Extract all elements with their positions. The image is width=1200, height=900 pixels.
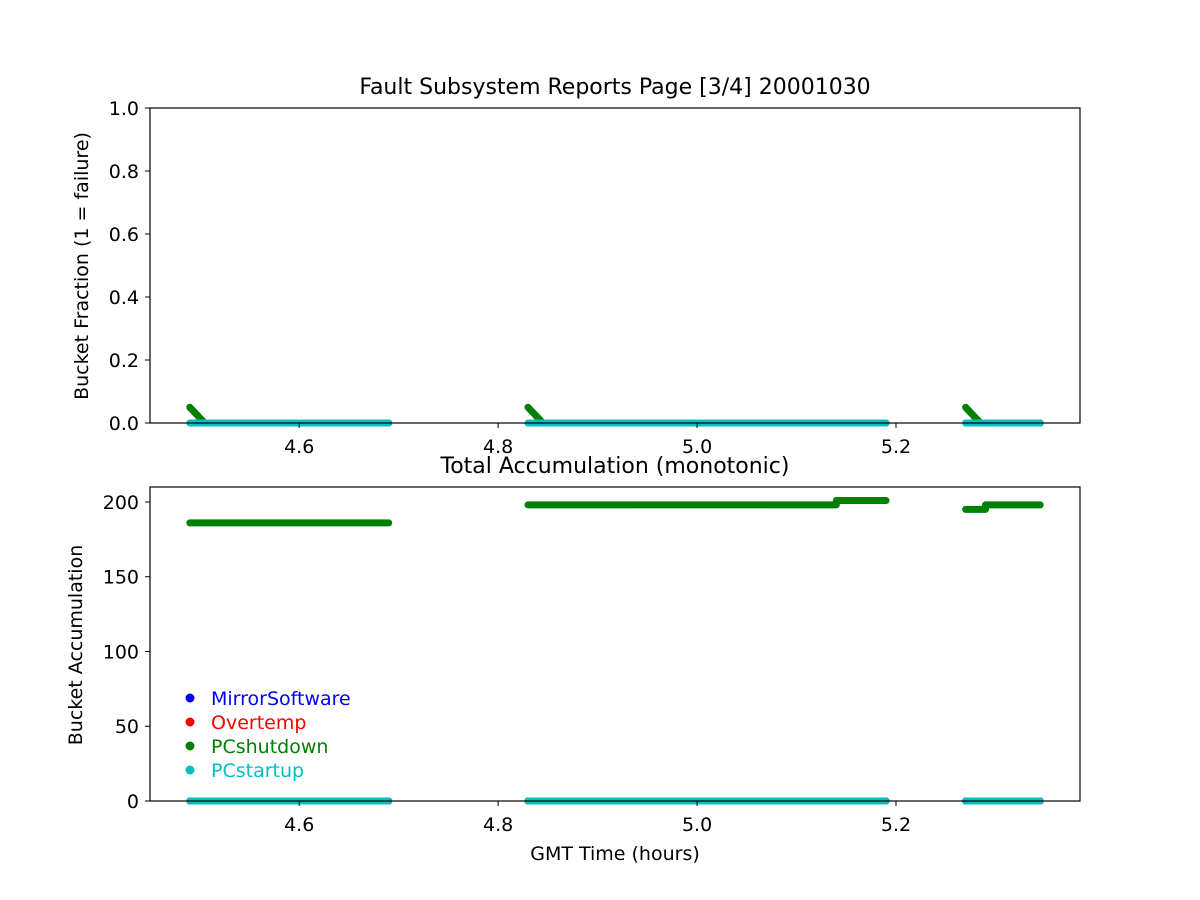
accumulation-y-tick-label: 0: [127, 791, 139, 813]
accumulation-x-tick-label: 5.0: [682, 814, 712, 836]
fraction-x-tick-label: 4.6: [284, 436, 314, 458]
accumulation-ticks: 4.6 4.8 5.0 5.2 0 50 100 150 200: [103, 492, 911, 836]
fraction-y-tick-label: 0.2: [109, 350, 139, 372]
fraction-y-tick-label: 0.4: [109, 287, 139, 309]
accumulation-axes-frame: [149, 486, 1081, 802]
accumulation-series-pcshutdown: [186, 497, 1044, 527]
accumulation-y-tick-label: 100: [103, 641, 139, 663]
fraction-axes-frame: [149, 107, 1081, 424]
accumulation-chart-title: Total Accumulation (monotonic): [440, 454, 790, 479]
fraction-y-tick-label: 1.0: [109, 98, 139, 120]
legend-label-mirrorsoftware: MirrorSoftware: [211, 688, 351, 710]
fraction-y-tick-label: 0.8: [109, 161, 139, 183]
fraction-x-tick-label: 4.8: [483, 436, 513, 458]
accumulation-x-tick-label: 4.8: [483, 814, 513, 836]
legend-marker-overtemp: [185, 717, 195, 727]
fraction-chart-title: Fault Subsystem Reports Page [3/4] 20001…: [359, 75, 870, 100]
accumulation-y-tick-label: 50: [115, 716, 139, 738]
fraction-y-tick-label: 0.6: [109, 224, 139, 246]
fraction-x-tick-label: 5.2: [881, 436, 911, 458]
legend-label-pcshutdown: PCshutdown: [211, 736, 328, 758]
legend-marker-pcshutdown: [185, 741, 195, 751]
fraction-y-tick-label: 0.0: [109, 413, 139, 435]
legend-marker-pcstartup: [185, 765, 195, 775]
x-axis-label: GMT Time (hours): [530, 843, 700, 865]
accumulation-x-tick-label: 5.2: [881, 814, 911, 836]
accumulation-panel: 4.6 4.8 5.0 5.2 0 50 100 150 200 Total Accumulat…: [65, 454, 1081, 865]
accumulation-x-tick-label: 4.6: [284, 814, 314, 836]
accumulation-y-axis-label: Bucket Accumulation: [65, 545, 87, 746]
fraction-panel: 4.6 4.8 5.0 5.2 0.0 0.2 0.4 0.6 0.8 1.0 Fault Sub…: [71, 75, 1081, 458]
accumulation-y-tick-label: 200: [103, 492, 139, 514]
fraction-ticks: 4.6 4.8 5.0 5.2 0.0 0.2 0.4 0.6 0.8 1.0: [109, 98, 911, 458]
legend-marker-mirrorsoftware: [185, 693, 195, 703]
fraction-x-tick-label: 5.0: [682, 436, 712, 458]
legend-label-pcstartup: PCstartup: [211, 760, 304, 782]
legend-label-overtemp: Overtemp: [211, 712, 306, 734]
fraction-y-axis-label: Bucket Fraction (1 = failure): [71, 132, 93, 400]
legend: MirrorSoftwareOvertempPCshutdownPCstartu…: [185, 688, 351, 782]
accumulation-y-tick-label: 150: [103, 567, 139, 589]
